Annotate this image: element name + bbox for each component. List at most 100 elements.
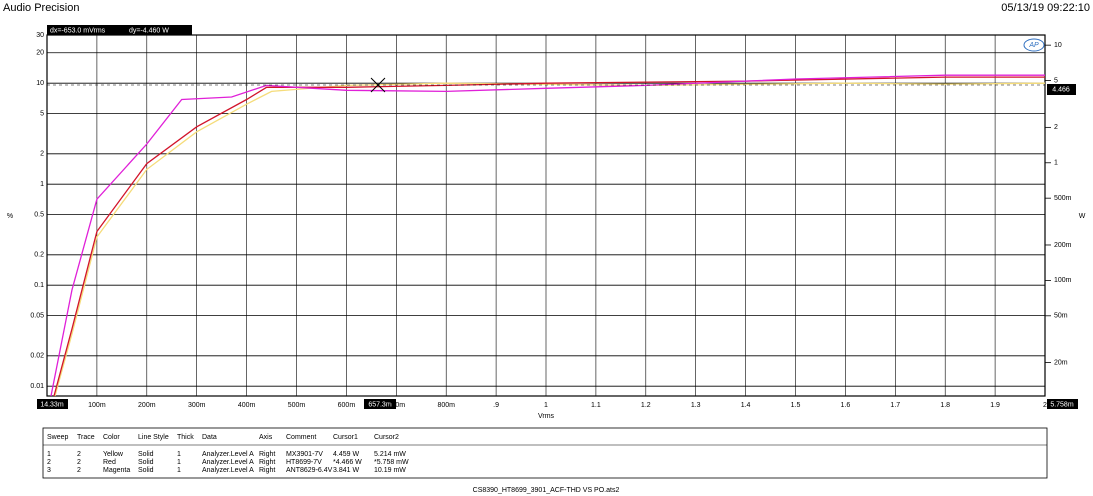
- y2-tick-label: 500m: [1054, 195, 1072, 202]
- y-axis-label: %: [7, 213, 13, 220]
- table-header: Comment: [286, 434, 316, 441]
- cursor-dy: dy=-4.460 W: [129, 27, 169, 34]
- table-cell: Solid: [138, 459, 154, 466]
- y-tick-label: 2: [40, 151, 44, 158]
- x-tick-label: 600m: [338, 402, 356, 409]
- table-cell: HT8699-7V: [286, 459, 322, 466]
- table-cell: 1: [177, 451, 181, 458]
- table-cell: Solid: [138, 467, 154, 474]
- x-tick-label: 2: [1043, 402, 1047, 409]
- y-tick-label: 20: [36, 50, 44, 57]
- plot-frame: [46, 34, 1046, 397]
- cursor-x-mid: 657.3m: [368, 401, 392, 408]
- table-cell: 1: [177, 467, 181, 474]
- table-cell: 2: [47, 459, 51, 466]
- table-cell: Solid: [138, 451, 154, 458]
- y2-tick-label: 100m: [1054, 277, 1072, 284]
- trace: [54, 82, 1046, 397]
- y-tick-label: 30: [36, 32, 44, 39]
- table-cell: Right: [259, 467, 275, 474]
- table-cell: Right: [259, 451, 275, 458]
- y2-tick-label: 1: [1054, 160, 1058, 167]
- table-cell: Analyzer.Level A: [202, 459, 254, 466]
- cursor-x-right: 5.758m: [1050, 401, 1074, 408]
- y2-tick-label: 5: [1054, 77, 1058, 84]
- table-cell: 1: [47, 451, 51, 458]
- table-cell: ANT8629-6.4V: [286, 467, 333, 474]
- table-cell: 4.459 W: [333, 451, 359, 458]
- table-cell: *5.758 mW: [374, 459, 409, 466]
- table-cell: 3.841 W: [333, 467, 359, 474]
- y-tick-label: 1: [40, 181, 44, 188]
- grid: [47, 34, 1046, 396]
- table-header: Sweep: [47, 434, 69, 441]
- x-tick-label: 1.1: [591, 402, 601, 409]
- trace: [50, 74, 1045, 397]
- table-header: Color: [103, 434, 120, 441]
- cursor-dx: dx=-653.0 mVrms: [50, 27, 106, 34]
- table-cell: Magenta: [103, 467, 130, 474]
- footer: CS8390_HT8699_3901_ACF-THD VS PO.ats2: [473, 487, 620, 494]
- table-header: Line Style: [138, 434, 169, 441]
- y-tick-label: 0.5: [34, 211, 44, 218]
- table-header: Data: [202, 434, 217, 441]
- x-tick-label: 1.9: [990, 402, 1000, 409]
- y-tick-label: 0.01: [30, 383, 44, 390]
- table-cell: 2: [77, 459, 81, 466]
- traces: [50, 74, 1046, 397]
- table-header: Thick: [177, 434, 194, 441]
- y-tick-label: 10: [36, 80, 44, 87]
- trace: [53, 76, 1045, 397]
- x-tick-label: .9: [493, 402, 499, 409]
- cursor-box: [1047, 399, 1078, 409]
- x-tick-label: 700m: [388, 402, 406, 409]
- x-axis-label: Vrms: [538, 413, 555, 420]
- timestamp: 05/13/19 09:22:10: [1001, 2, 1090, 14]
- table-cell: 2: [77, 467, 81, 474]
- table-header: Trace: [77, 434, 95, 441]
- x-tick-label: 1.4: [741, 402, 751, 409]
- table-header: Cursor1: [333, 434, 358, 441]
- y-tick-label: 0.05: [30, 312, 44, 319]
- x-tick-label: 500m: [288, 402, 306, 409]
- table-cell: 3: [47, 467, 51, 474]
- table-cell: MX3901-7V: [286, 451, 323, 458]
- app-title: Audio Precision: [3, 2, 79, 14]
- y2-tick-label: 200m: [1054, 242, 1072, 249]
- y-tick-label: 5: [40, 110, 44, 117]
- logo-text: AP: [1028, 42, 1039, 49]
- table-cell: Analyzer.Level A: [202, 451, 254, 458]
- table-cell: Red: [103, 459, 116, 466]
- legend-table: [42, 427, 1048, 479]
- table-cell: *4.466 W: [333, 459, 362, 466]
- legend-table-cells: Sweep Trace Color Line Style Thick Data Axis Co…: [47, 434, 409, 474]
- y2-axis-label: W: [1079, 213, 1086, 220]
- logo: [1023, 38, 1045, 52]
- cursor-box: [37, 399, 68, 409]
- table-cell: 5.214 mW: [374, 451, 406, 458]
- table-cell: 1: [177, 459, 181, 466]
- x-tick-label: 1.7: [890, 402, 900, 409]
- cursor-readout-box: [47, 25, 192, 35]
- cursor-box: [364, 399, 396, 409]
- y2-tick-label: 10: [1054, 42, 1062, 49]
- y2-tick-label: 2: [1054, 124, 1058, 131]
- x-tick-label: 300m: [188, 402, 206, 409]
- cursor-box: [1047, 84, 1076, 95]
- x-tick-label: 1.5: [791, 402, 801, 409]
- table-header: Axis: [259, 434, 273, 441]
- x-tick-label: 100m: [88, 402, 106, 409]
- x-tick-label: 1: [544, 402, 548, 409]
- table-header: Cursor2: [374, 434, 399, 441]
- cursor-marker: [370, 77, 386, 93]
- x-tick-label: 1.8: [940, 402, 950, 409]
- table-cell: Right: [259, 459, 275, 466]
- x-tick-label: 400m: [238, 402, 256, 409]
- x-tick-label: 1.3: [691, 402, 701, 409]
- table-cell: 2: [77, 451, 81, 458]
- y2-tick-label: 20m: [1054, 359, 1068, 366]
- x-tick-label: 800m: [437, 402, 455, 409]
- table-cell: 10.19 mW: [374, 467, 406, 474]
- y-tick-label: 0.1: [34, 282, 44, 289]
